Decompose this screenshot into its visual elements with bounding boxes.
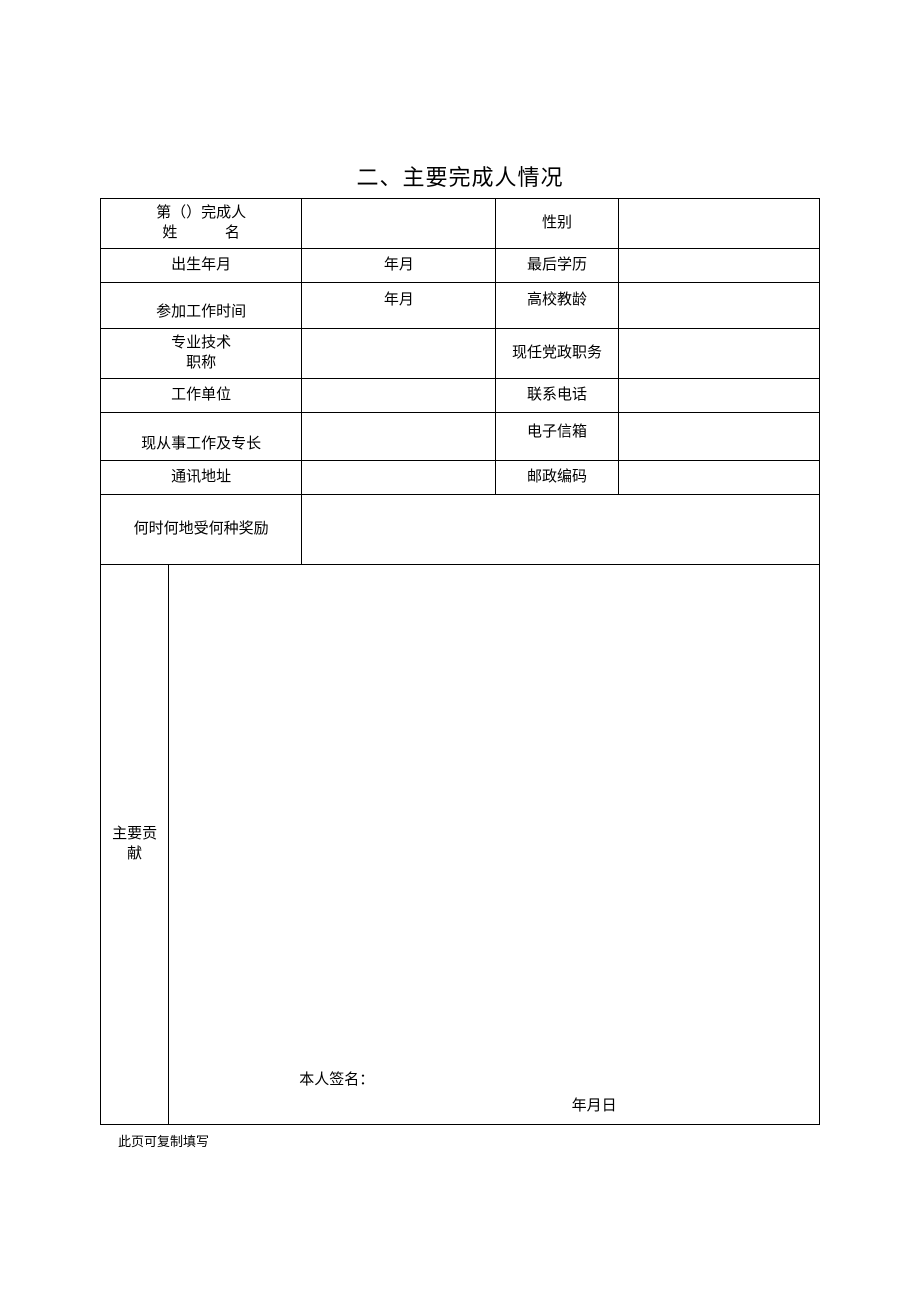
label-completer-line2: 姓 名 <box>103 224 299 244</box>
label-worktime: 参加工作时间 <box>101 283 302 329</box>
label-email: 电子信箱 <box>496 413 618 461</box>
value-title[interactable] <box>302 329 496 379</box>
label-specialty: 现从事工作及专长 <box>101 413 302 461</box>
label-title-line2: 职称 <box>103 354 299 374</box>
value-position[interactable] <box>618 329 819 379</box>
footnote: 此页可复制填写 <box>100 1131 820 1150</box>
value-address[interactable] <box>302 461 496 495</box>
label-position: 现任党政职务 <box>496 329 618 379</box>
label-education: 最后学历 <box>496 249 618 283</box>
value-worktime[interactable]: 年月 <box>302 283 496 329</box>
signature-label: 本人签名： <box>169 1071 819 1091</box>
label-teaching-years: 高校教龄 <box>496 283 618 329</box>
label-birth: 出生年月 <box>101 249 302 283</box>
value-specialty[interactable] <box>302 413 496 461</box>
value-postcode[interactable] <box>618 461 819 495</box>
label-completer-name: 第（）完成人 姓 名 <box>101 199 302 249</box>
value-awards[interactable] <box>302 495 820 565</box>
value-teaching-years[interactable] <box>618 283 819 329</box>
value-contribution[interactable]: 本人签名： 年月日 <box>169 565 820 1125</box>
label-givenname: 名 <box>225 225 240 241</box>
label-phone: 联系电话 <box>496 379 618 413</box>
label-workunit: 工作单位 <box>101 379 302 413</box>
value-name[interactable] <box>302 199 496 249</box>
label-gender: 性别 <box>496 199 618 249</box>
label-title: 专业技术 职称 <box>101 329 302 379</box>
section-title: 二、主要完成人情况 <box>100 160 820 192</box>
label-postcode: 邮政编码 <box>496 461 618 495</box>
value-phone[interactable] <box>618 379 819 413</box>
value-education[interactable] <box>618 249 819 283</box>
label-contribution-line2: 献 <box>103 845 166 865</box>
label-contribution: 主要贡 献 <box>101 565 169 1125</box>
value-workunit[interactable] <box>302 379 496 413</box>
value-gender[interactable] <box>618 199 819 249</box>
value-birth[interactable]: 年月 <box>302 249 496 283</box>
value-email[interactable] <box>618 413 819 461</box>
label-surname: 姓 <box>162 225 177 241</box>
label-address: 通讯地址 <box>101 461 302 495</box>
label-awards: 何时何地受何种奖励 <box>101 495 302 565</box>
signature-block: 本人签名： 年月日 <box>169 1071 819 1116</box>
label-title-line1: 专业技术 <box>103 334 299 354</box>
person-info-table: 第（）完成人 姓 名 性别 出生年月 年月 最后学历 参加工作时间 年月 高校教… <box>100 198 820 1125</box>
date-label: 年月日 <box>169 1097 819 1117</box>
label-contribution-line1: 主要贡 <box>103 825 166 845</box>
label-completer-line1: 第（）完成人 <box>103 204 299 224</box>
